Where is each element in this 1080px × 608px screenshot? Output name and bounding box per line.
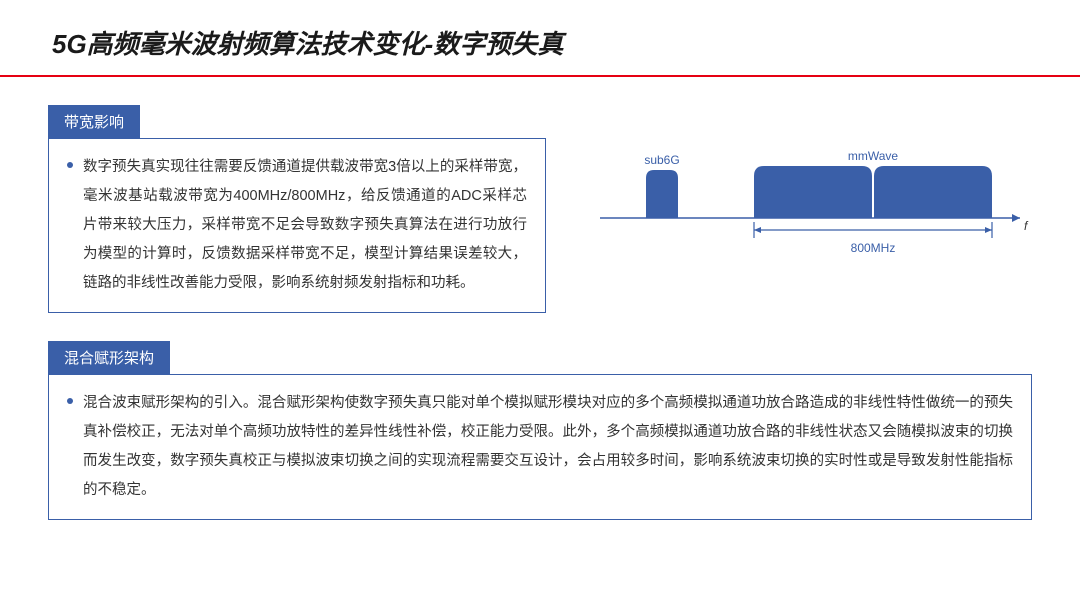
svg-text:sub6G: sub6G [644, 153, 679, 167]
bullet-text-bandwidth: 数字预失真实现往往需要反馈通道提供载波带宽3倍以上的采样带宽，毫米波基站载波带宽… [83, 153, 527, 298]
section-hybrid: 混合赋形架构 混合波束赋形架构的引入。混合赋形架构使数字预失真只能对单个模拟赋形… [48, 341, 1032, 520]
bullet-icon [67, 162, 73, 168]
spectrum-diagram: sub6G mmWave f 800MHz [590, 140, 1030, 270]
svg-text:f: f [1024, 219, 1029, 233]
bullet-row: 数字预失真实现往往需要反馈通道提供载波带宽3倍以上的采样带宽，毫米波基站载波带宽… [67, 153, 527, 298]
section-header-bandwidth: 带宽影响 [48, 105, 140, 138]
section-header-hybrid: 混合赋形架构 [48, 341, 170, 374]
bullet-icon [67, 398, 73, 404]
section-box-bandwidth: 数字预失真实现往往需要反馈通道提供载波带宽3倍以上的采样带宽，毫米波基站载波带宽… [48, 138, 546, 313]
section-box-hybrid: 混合波束赋形架构的引入。混合赋形架构使数字预失真只能对单个模拟赋形模块对应的多个… [48, 374, 1032, 520]
svg-text:mmWave: mmWave [848, 149, 899, 163]
svg-text:800MHz: 800MHz [851, 241, 896, 255]
bullet-text-hybrid: 混合波束赋形架构的引入。混合赋形架构使数字预失真只能对单个模拟赋形模块对应的多个… [83, 389, 1013, 505]
page-title: 5G高频毫米波射频算法技术变化-数字预失真 [0, 0, 1080, 75]
bullet-row: 混合波束赋形架构的引入。混合赋形架构使数字预失真只能对单个模拟赋形模块对应的多个… [67, 389, 1013, 505]
